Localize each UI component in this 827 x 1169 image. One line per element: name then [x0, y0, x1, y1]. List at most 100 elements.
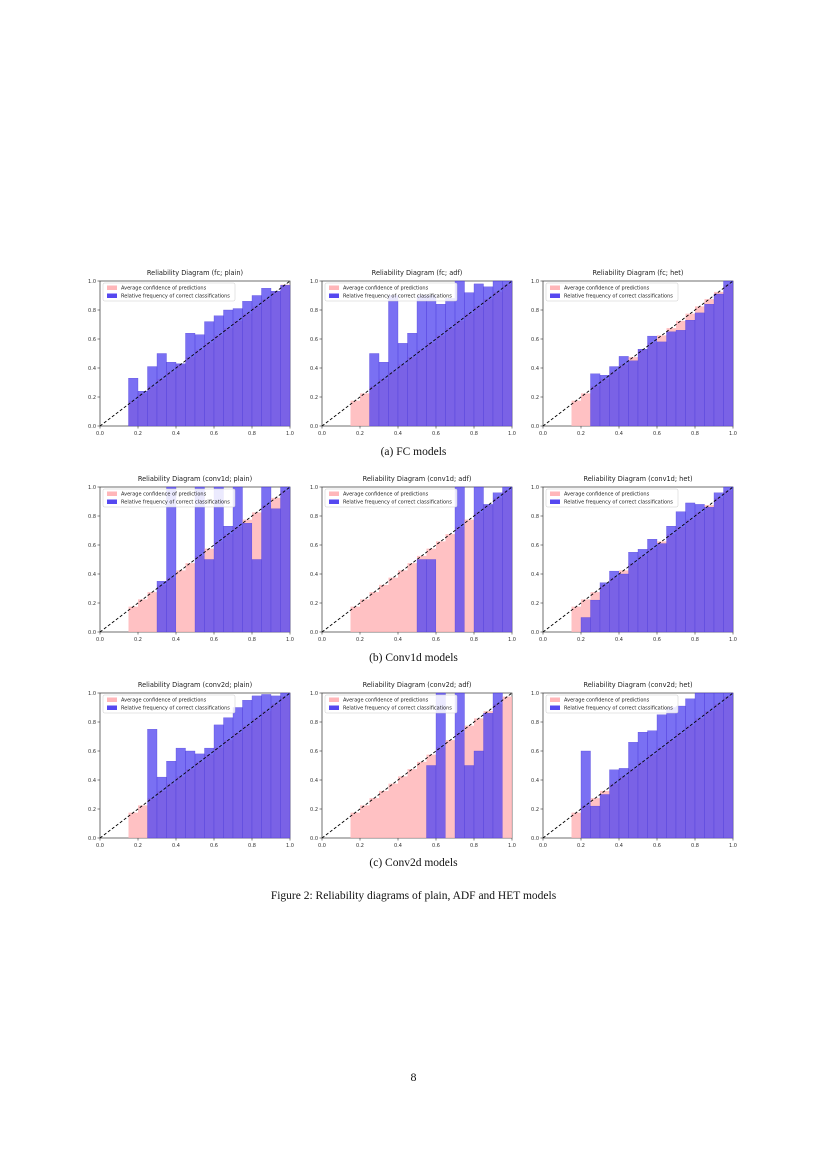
frequency-bar [618, 573, 629, 633]
y-tick-label: 0.6 [88, 749, 96, 755]
legend-swatch-confidence [329, 697, 339, 702]
confidence-bar [185, 563, 195, 632]
frequency-bar [590, 599, 601, 633]
y-tick-label: 0.6 [310, 543, 318, 549]
chart-title: Reliability Diagram (conv2d; het) [583, 681, 692, 689]
legend-box [324, 694, 458, 714]
x-tick-label: 0.0 [96, 431, 104, 437]
x-tick-label: 0.0 [318, 431, 326, 437]
chart-title: Reliability Diagram (conv1d; plain) [138, 475, 252, 483]
confidence-bar [388, 577, 398, 632]
y-tick-label: 0.2 [310, 807, 318, 813]
frequency-bar [426, 559, 437, 633]
legend-swatch-confidence [329, 285, 339, 290]
x-tick-label: 1.0 [508, 431, 516, 437]
x-tick-label: 1.0 [508, 637, 516, 643]
frequency-bar [270, 290, 281, 427]
frequency-bar [628, 552, 639, 633]
frequency-bar [251, 559, 262, 633]
frequency-bar [426, 765, 437, 839]
legend-label-frequency: Relative frequency of correct classifica… [121, 294, 230, 300]
y-tick-label: 1.0 [88, 691, 96, 697]
x-tick-label: 0.0 [539, 843, 547, 849]
x-tick-label: 0.6 [432, 431, 440, 437]
frequency-bar [369, 353, 380, 427]
frequency-bar [397, 343, 408, 427]
frequency-bar [483, 286, 494, 427]
frequency-bar [647, 539, 658, 633]
y-tick-label: 0.6 [88, 337, 96, 343]
frequency-bar [628, 742, 639, 839]
legend-box [545, 694, 679, 714]
x-tick-label: 0.6 [210, 843, 218, 849]
x-tick-label: 0.4 [172, 431, 180, 437]
legend-swatch-confidence [550, 697, 560, 702]
x-tick-label: 0.2 [356, 431, 364, 437]
frequency-bar [147, 366, 158, 427]
frequency-bar [628, 360, 639, 427]
x-tick-label: 1.0 [508, 843, 516, 849]
y-tick-label: 0.0 [88, 630, 96, 636]
frequency-bar [204, 321, 215, 427]
legend-label-frequency: Relative frequency of correct classifica… [343, 706, 452, 712]
x-tick-label: 0.8 [470, 843, 478, 849]
x-tick-label: 0.0 [96, 843, 104, 849]
frequency-bar [454, 486, 465, 633]
frequency-bar [599, 582, 610, 633]
x-tick-label: 0.2 [577, 843, 585, 849]
y-tick-label: 0.0 [88, 424, 96, 430]
confidence-bar [407, 769, 417, 838]
frequency-bar [647, 730, 658, 839]
legend-box [545, 488, 679, 508]
reliability-chart: Reliability Diagram (fc; het) 0.00.0 0.2 0.… [531, 269, 737, 437]
frequency-bar [213, 315, 224, 427]
frequency-bar [694, 312, 705, 427]
frequency-bar [666, 707, 677, 839]
frequency-bar [590, 805, 601, 839]
x-tick-label: 0.6 [210, 431, 218, 437]
y-tick-label: 0.0 [531, 630, 539, 636]
y-tick-label: 0.0 [88, 836, 96, 842]
chart-title: Reliability Diagram (fc; adf) [372, 269, 463, 277]
x-tick-label: 0.0 [318, 843, 326, 849]
frequency-bar [270, 695, 281, 839]
y-tick-label: 1.0 [531, 485, 539, 491]
confidence-bar [360, 599, 370, 632]
frequency-bar [223, 526, 234, 633]
confidence-bar [407, 563, 417, 632]
y-tick-label: 0.2 [310, 395, 318, 401]
y-tick-label: 0.0 [531, 836, 539, 842]
frequency-bar [454, 692, 465, 839]
frequency-bar [464, 765, 475, 839]
frequency-bar [666, 526, 677, 633]
legend-label-frequency: Relative frequency of correct classifica… [564, 294, 673, 300]
frequency-bar [175, 747, 186, 839]
y-tick-label: 0.4 [310, 366, 318, 372]
frequency-bar [204, 747, 215, 839]
frequency-bar [599, 375, 610, 427]
y-tick-label: 1.0 [88, 279, 96, 285]
frequency-bar [713, 692, 724, 839]
frequency-bar [483, 504, 494, 633]
legend-label-confidence: Average confidence of predictions [564, 286, 650, 292]
confidence-bar [464, 519, 474, 632]
frequency-bar [407, 333, 418, 427]
x-tick-label: 0.8 [691, 431, 699, 437]
y-tick-label: 0.4 [310, 572, 318, 578]
frequency-bar [213, 486, 224, 633]
legend-swatch-frequency [550, 293, 560, 298]
x-tick-label: 0.6 [432, 637, 440, 643]
frequency-bar [492, 692, 503, 839]
frequency-bar [213, 724, 224, 839]
y-tick-label: 0.2 [531, 807, 539, 813]
y-tick-label: 0.8 [310, 514, 318, 520]
legend-label-confidence: Average confidence of predictions [121, 286, 207, 292]
frequency-bar [242, 301, 253, 427]
confidence-bar [398, 776, 408, 838]
y-tick-label: 0.4 [310, 778, 318, 784]
y-tick-label: 0.4 [531, 366, 539, 372]
frequency-bar [388, 295, 399, 427]
frequency-bar [261, 288, 272, 427]
reliability-chart: Reliability Diagram (conv1d; plain)0.00.… [88, 475, 294, 643]
x-tick-label: 0.2 [134, 431, 142, 437]
